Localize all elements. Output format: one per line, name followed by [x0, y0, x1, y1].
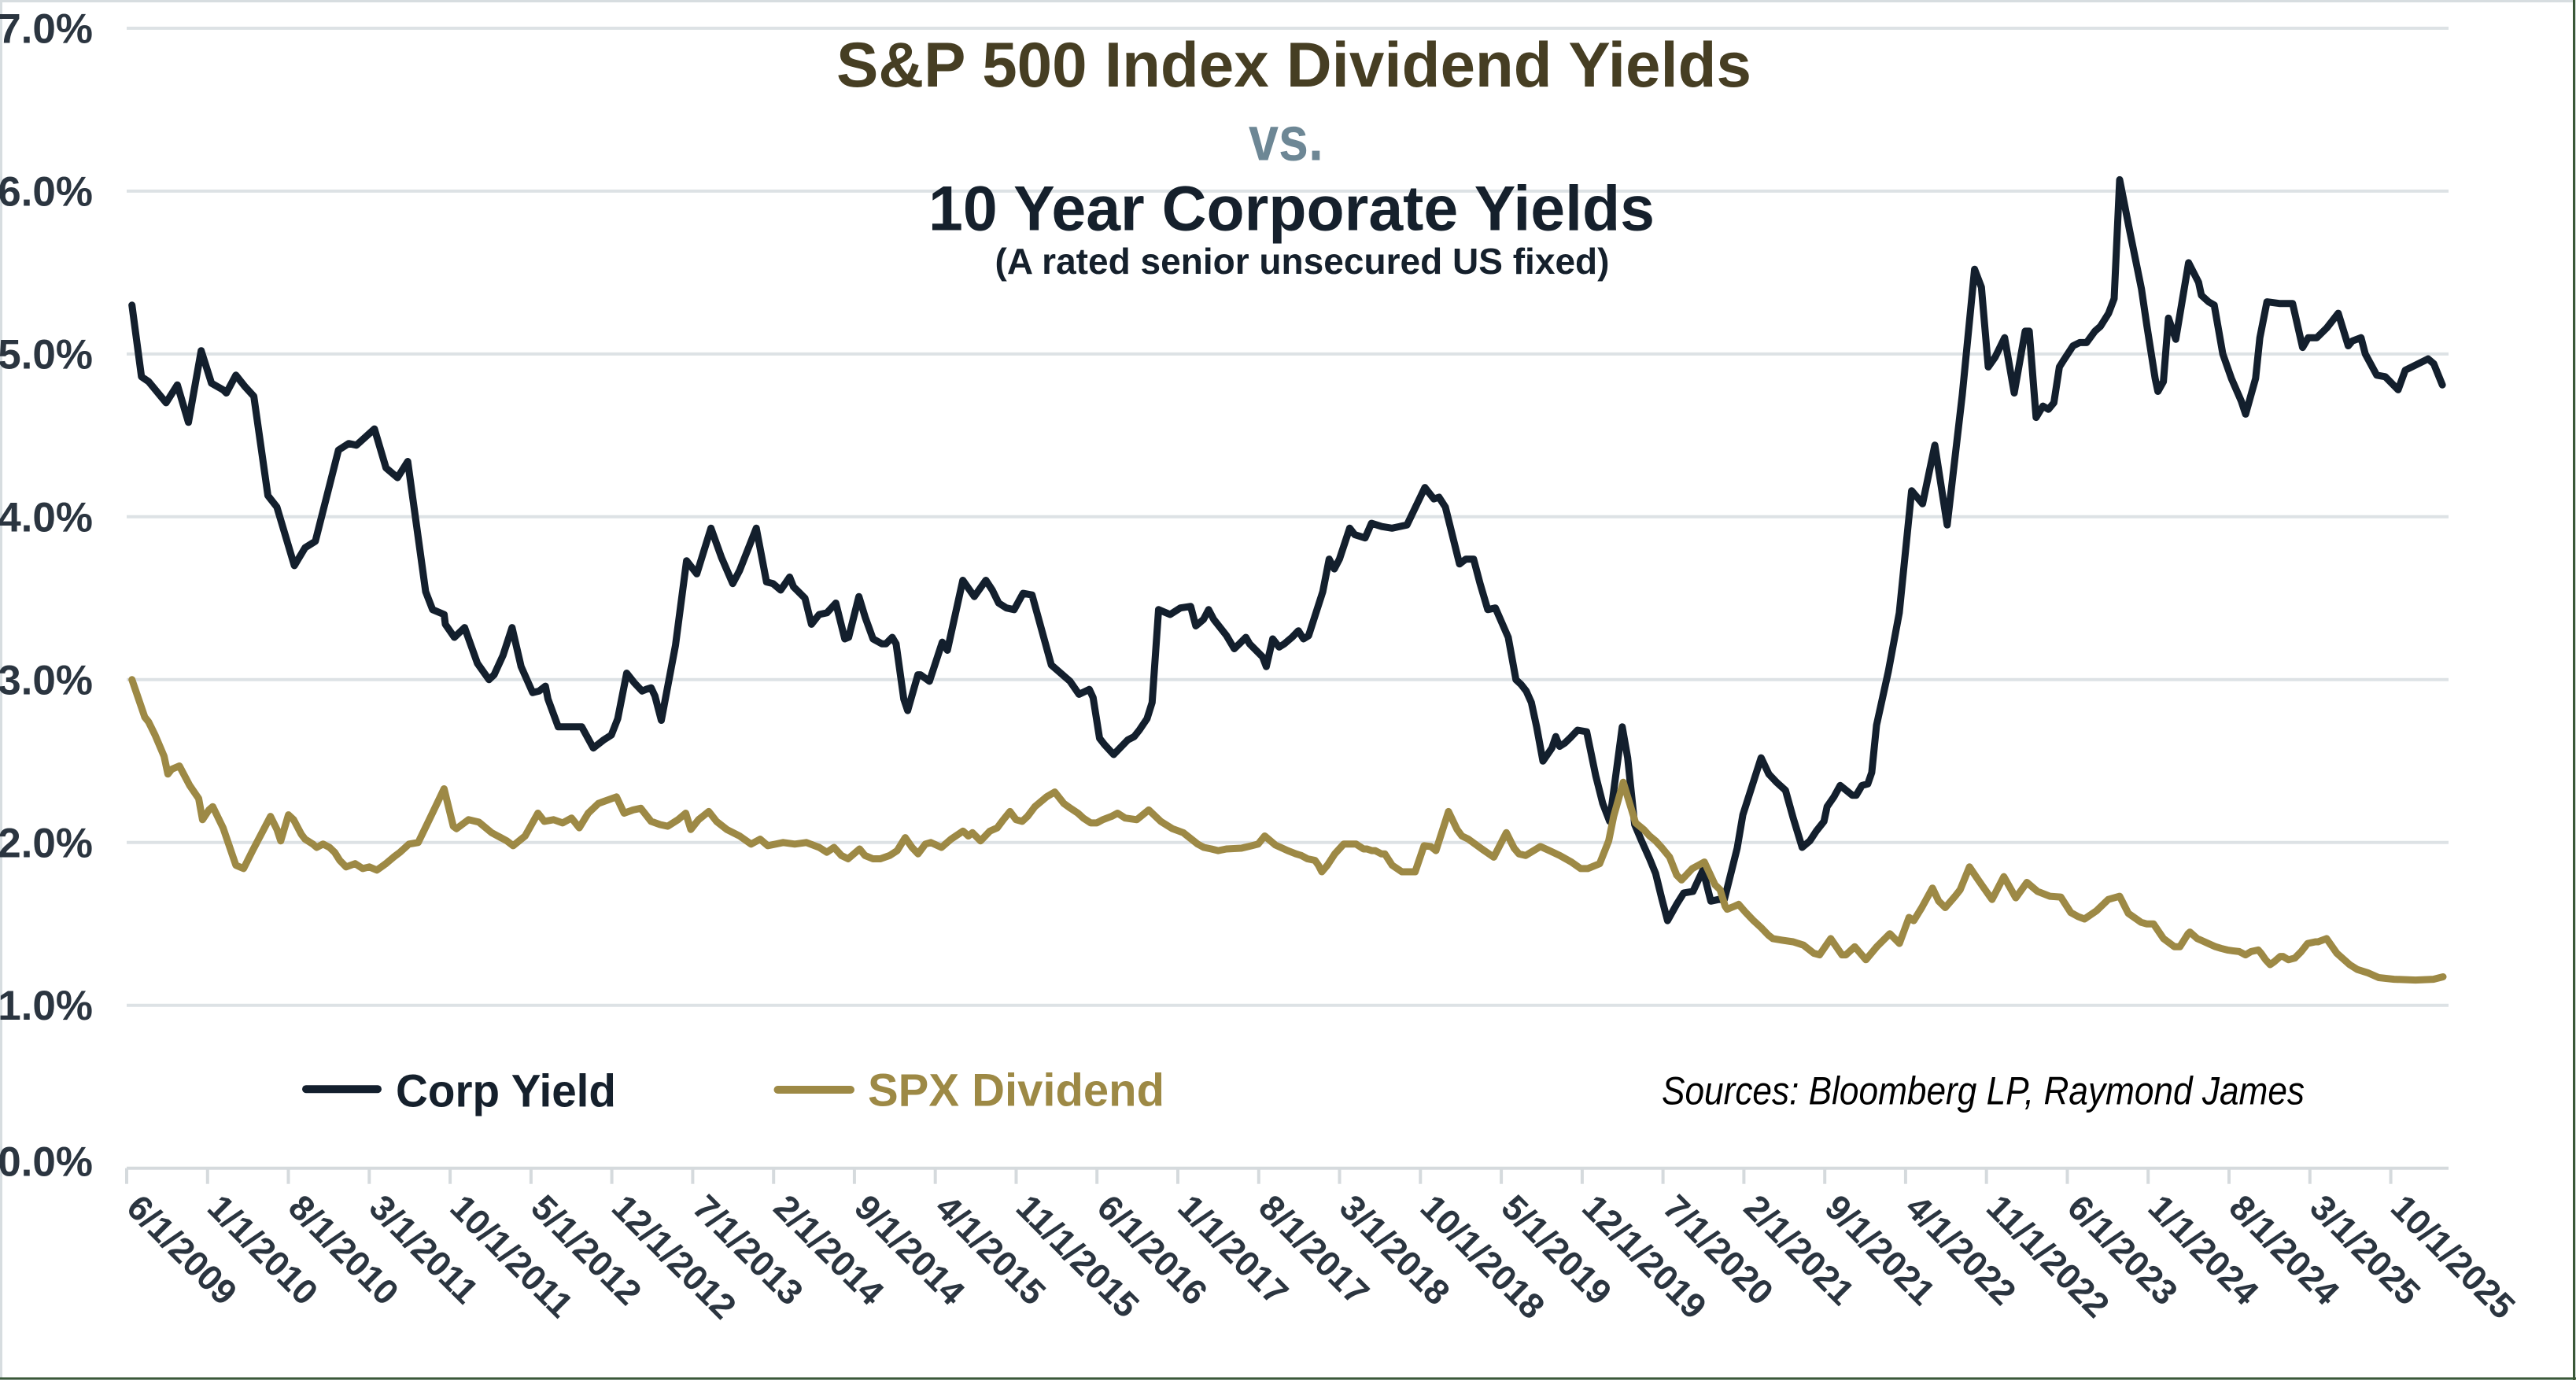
svg-text:1.0%: 1.0%: [0, 983, 93, 1029]
svg-text:SPX Dividend: SPX Dividend: [868, 1065, 1164, 1116]
svg-text:7.0%: 7.0%: [0, 6, 93, 52]
svg-text:4.0%: 4.0%: [0, 494, 93, 541]
svg-text:Corp Yield: Corp Yield: [396, 1065, 616, 1116]
svg-text:5.0%: 5.0%: [0, 331, 93, 378]
svg-text:6.0%: 6.0%: [0, 168, 93, 215]
svg-text:3.0%: 3.0%: [0, 657, 93, 703]
svg-text:10 Year Corporate Yields: 10 Year Corporate Yields: [928, 174, 1655, 245]
svg-text:(A rated senior unsecured US f: (A rated senior unsecured US fixed): [995, 241, 1610, 282]
svg-text:2.0%: 2.0%: [0, 820, 93, 866]
svg-text:Sources: Bloomberg LP, Raymond: Sources: Bloomberg LP, Raymond James: [1662, 1069, 2305, 1113]
svg-text:0.0%: 0.0%: [0, 1139, 93, 1185]
svg-text:S&P 500 Index Dividend Yields: S&P 500 Index Dividend Yields: [836, 30, 1751, 101]
svg-text:vs.: vs.: [1249, 104, 1323, 174]
